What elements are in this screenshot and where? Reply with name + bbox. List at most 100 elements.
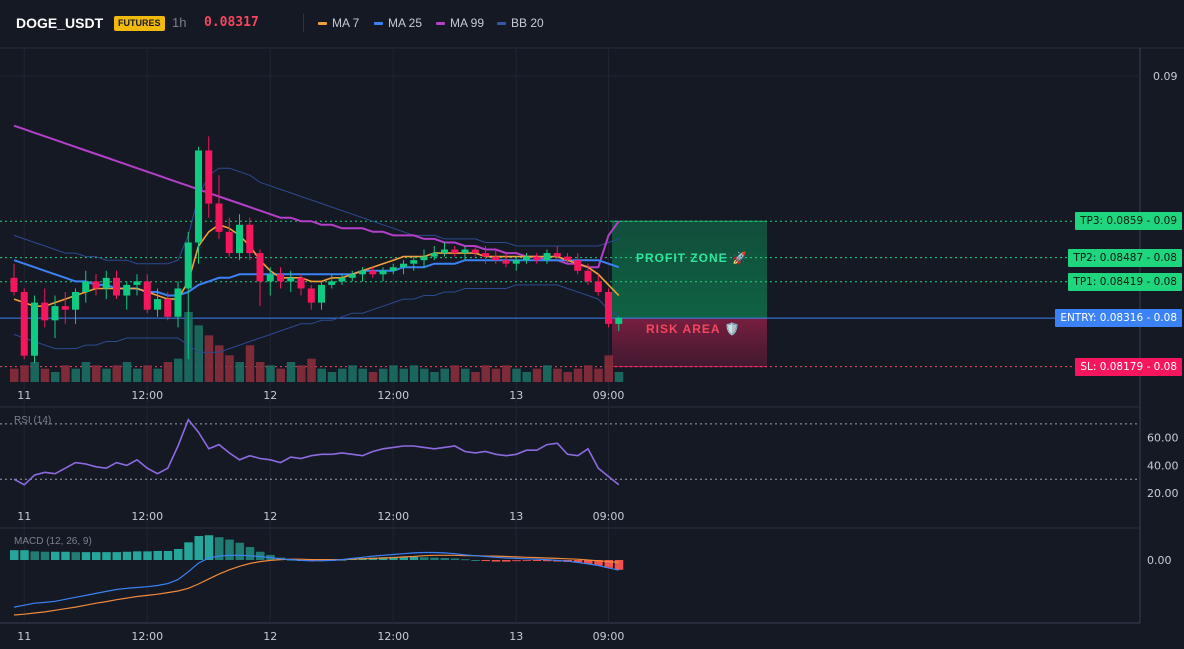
candle-body xyxy=(174,288,182,317)
candle-body xyxy=(461,249,469,254)
candle-body xyxy=(359,270,366,275)
candle-body xyxy=(61,306,69,310)
panel-borders xyxy=(0,47,1184,624)
legend-ma7-label: MA 7 xyxy=(332,16,360,30)
volume-bar xyxy=(317,368,326,382)
timeframe-selector[interactable]: 1h xyxy=(172,15,187,30)
macd-histogram-bar xyxy=(614,560,624,570)
volume-bar xyxy=(399,368,408,382)
time-axis-label: 12 xyxy=(263,510,277,523)
candle-body xyxy=(605,292,612,324)
rsi-axis-label: 60.00 xyxy=(1147,432,1179,445)
candle-body xyxy=(297,277,305,289)
candle-body xyxy=(482,253,489,257)
macd-histogram-bar xyxy=(61,551,70,560)
candle-body xyxy=(31,302,38,356)
volume-bar xyxy=(409,365,419,382)
volume-bar xyxy=(522,372,531,382)
macd-histogram-bar xyxy=(409,556,419,560)
time-axis-label: 09:00 xyxy=(593,510,625,523)
legend-bb20[interactable]: BB 20 xyxy=(497,14,544,32)
symbol-name[interactable]: DOGE_USDT xyxy=(16,15,104,31)
candle-body xyxy=(348,274,356,278)
last-price: 0.08317 xyxy=(204,15,259,30)
macd-histogram-bar xyxy=(440,558,449,560)
volume-bar xyxy=(71,368,80,382)
candle-body xyxy=(20,292,28,356)
time-axis-label: 12:00 xyxy=(131,630,163,643)
macd-histogram-bar xyxy=(20,550,29,560)
volume-bar xyxy=(112,365,121,382)
candles xyxy=(10,136,623,363)
volume-bar xyxy=(584,365,593,382)
legend-ma7[interactable]: MA 7 xyxy=(318,14,359,32)
macd-histogram-bar xyxy=(225,539,234,560)
macd-histogram-bar xyxy=(174,549,183,560)
candle-body xyxy=(512,260,520,264)
legend-ma25[interactable]: MA 25 xyxy=(374,14,422,32)
candle-body xyxy=(594,281,602,292)
volume-bar xyxy=(92,365,101,382)
time-axis-label: 13 xyxy=(509,510,523,523)
candle-body xyxy=(92,281,100,289)
volume-bar xyxy=(614,372,624,382)
macd-title: MACD (12, 26, 9) xyxy=(14,536,92,547)
macd-pane: 0.00 xyxy=(10,535,1172,616)
level-tag-sl: SL: 0.08179 - 0.08 xyxy=(1075,357,1182,376)
volume-bar xyxy=(174,358,183,382)
macd-histogram-bar xyxy=(204,535,214,560)
candle-body xyxy=(246,224,254,254)
macd-histogram-bar xyxy=(461,559,470,561)
macd-histogram-bar xyxy=(133,551,142,560)
candle-body xyxy=(51,306,59,321)
volume-bar xyxy=(379,368,388,382)
trade-zones xyxy=(612,220,767,368)
candle-body xyxy=(307,288,315,303)
candle-body xyxy=(205,150,213,204)
time-axis-label: 11 xyxy=(17,630,31,643)
candle-body xyxy=(164,299,172,317)
candle-body xyxy=(523,256,530,261)
bollinger-bands xyxy=(13,167,620,353)
volume-bar xyxy=(502,365,511,382)
candle-body xyxy=(225,231,233,254)
bb-upper-line xyxy=(13,167,619,265)
header-divider xyxy=(303,14,304,32)
macd-histogram-bar xyxy=(256,551,265,560)
ma7-line xyxy=(13,223,620,307)
time-axis-label: 12 xyxy=(263,389,277,402)
macd-histogram-bar xyxy=(502,560,511,562)
volume-bar xyxy=(358,368,367,382)
volume-bar xyxy=(543,365,552,382)
time-axis-label: 13 xyxy=(509,389,523,402)
volume-bar xyxy=(51,372,60,382)
grid-lines xyxy=(0,48,1140,623)
macd-histogram-bar xyxy=(215,537,224,560)
candle-body xyxy=(533,256,541,261)
candle-body xyxy=(287,277,295,282)
candle-body xyxy=(184,242,192,289)
candle-body xyxy=(410,260,418,264)
candle-body xyxy=(441,249,448,254)
macd-histogram-bar xyxy=(143,551,152,560)
candle-body xyxy=(236,224,243,254)
macd-line xyxy=(13,551,619,608)
legend-ma99[interactable]: MA 99 xyxy=(436,14,484,32)
macd-histogram-bar xyxy=(491,560,501,562)
macd-histogram-bar xyxy=(51,551,60,560)
volume-bar xyxy=(430,372,439,382)
level-tag-entry: ENTRY: 0.08316 - 0.08 xyxy=(1055,309,1182,328)
volume-bar xyxy=(10,368,19,382)
macd-histogram-bar xyxy=(512,560,521,562)
macd-histogram-bar xyxy=(245,547,255,560)
volume-bar xyxy=(286,362,296,382)
volume-bar xyxy=(491,368,501,382)
rsi-title: RSI (14) xyxy=(14,415,52,426)
macd-histogram-bar xyxy=(543,560,552,562)
legend-ma25-label: MA 25 xyxy=(388,16,423,30)
candle-body xyxy=(564,256,571,261)
macd-histogram-bar xyxy=(522,560,531,561)
candle-body xyxy=(615,317,623,324)
